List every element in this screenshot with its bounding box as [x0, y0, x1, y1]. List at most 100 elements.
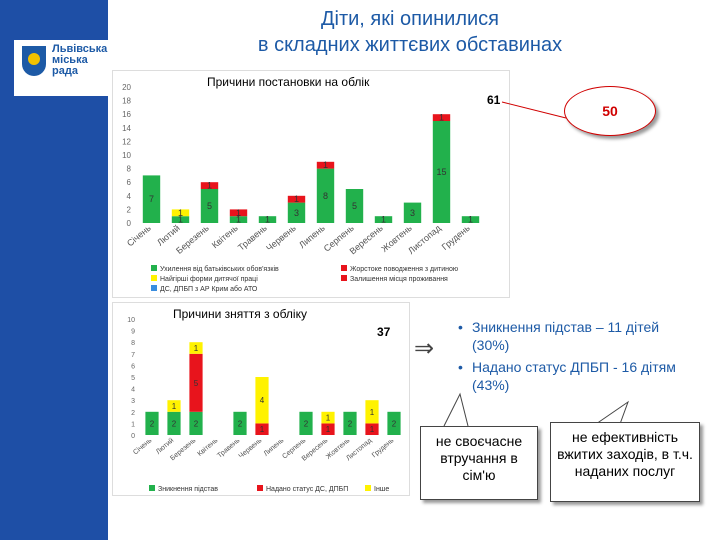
bar-segment [145, 411, 159, 435]
x-tick-label: Березень [174, 223, 211, 256]
page-title: Діти, які опинилися в складних життєвих … [257, 8, 563, 56]
x-tick-label: Лютий [154, 436, 175, 456]
y-tick-label: 0 [131, 433, 135, 440]
y-tick-label: 10 [122, 151, 131, 160]
implies-arrow-icon: ⇒ [414, 335, 435, 362]
legend-swatch [341, 265, 347, 271]
data-label: 2 [150, 419, 155, 428]
y-tick-label: 6 [131, 363, 135, 370]
bullet-item: Зникнення підстав – 11 дітей (30%) [458, 318, 694, 354]
data-label: 5 [352, 201, 357, 211]
bar-segment [387, 411, 401, 435]
data-label: 2 [392, 419, 397, 428]
data-label: 1 [260, 425, 265, 434]
oval-pointer [501, 101, 567, 119]
data-label: 1 [178, 208, 183, 218]
bar-segment [365, 400, 379, 424]
y-tick-label: 4 [131, 387, 135, 394]
bar-segment [142, 175, 161, 223]
bar-segment [200, 189, 219, 223]
data-label: 5 [207, 201, 212, 211]
bar-segment [316, 168, 335, 223]
legend-swatch [151, 275, 157, 281]
x-tick-label: Червень [264, 223, 298, 254]
total-label: 37 [377, 325, 391, 339]
chart-title: Причини постановки на облік [207, 75, 370, 89]
legend-label: Жорстоке поводження з дитиною [350, 266, 458, 273]
bar-segment [255, 423, 269, 435]
bar-segment [299, 411, 313, 435]
y-tick-label: 14 [122, 124, 131, 133]
data-label: 1 [468, 215, 473, 225]
legend-swatch [365, 485, 371, 491]
bar-segment [287, 202, 306, 223]
bar-segment [403, 202, 422, 223]
legend-label: Інше [374, 486, 389, 493]
y-tick-label: 4 [127, 192, 132, 201]
total-label: 61 [487, 93, 501, 107]
callout-late-intervention: не своєчасне втручання в сім'ю [420, 426, 538, 500]
data-label: 1 [326, 414, 331, 423]
bar-segment [200, 182, 219, 189]
bar-segment [432, 114, 451, 121]
legend-label: Зникнення підстав [158, 485, 218, 493]
y-tick-label: 3 [131, 398, 135, 405]
data-label: 2 [238, 419, 243, 428]
legend-label: Ухилення від батьківських обов'язків [160, 265, 279, 273]
logo-text: Львівська міська рада [52, 43, 108, 77]
callout-ineffective-measures: не ефективність вжитих заходів, в т.ч. н… [550, 422, 700, 502]
data-label: 7 [149, 194, 154, 204]
y-tick-label: 9 [131, 329, 135, 336]
logo: Львівська міська рада [14, 40, 110, 96]
y-tick-label: 0 [127, 219, 132, 228]
bar-segment [316, 161, 335, 169]
legend-swatch [341, 275, 347, 281]
bullet-list: Зникнення підстав – 11 дітей (30%) Надан… [458, 318, 694, 398]
bar-segment [461, 216, 480, 223]
data-label: 15 [436, 167, 446, 177]
bar-segment [345, 189, 364, 223]
registration-chart: Причини постановки на облік 61 0 2 4 6 8 10 12… [112, 70, 510, 298]
bar-segment [287, 195, 306, 203]
data-label: 1 [370, 425, 375, 434]
y-tick-label: 8 [127, 165, 132, 174]
legend-swatch [257, 485, 263, 491]
data-label: 1 [326, 425, 331, 434]
bar-segment [189, 342, 203, 354]
x-tick-label: Травень [236, 223, 269, 253]
bar-segment [229, 209, 248, 217]
deregistration-chart: Причини зняття з обліку 37 0 1 2 3 4 5 6 7 8 9 10 2… [112, 302, 410, 496]
x-tick-label: Листопад [406, 222, 443, 256]
legend-swatch [151, 285, 157, 291]
data-label: 8 [323, 191, 328, 201]
data-label: 1 [207, 181, 212, 191]
bar-segment [321, 411, 335, 424]
x-tick-label: Грудень [440, 223, 472, 252]
x-tick-label: Грудень [371, 437, 396, 459]
data-label: 4 [260, 396, 265, 405]
y-tick-label: 12 [122, 137, 131, 146]
chart-title: Причини зняття з обліку [173, 307, 307, 321]
y-tick-label: 2 [131, 410, 135, 417]
y-tick-label: 1 [131, 421, 135, 428]
bar-segment [167, 400, 181, 412]
bar-segment [432, 121, 451, 223]
bar-segment [233, 411, 247, 435]
bar-segment [167, 411, 181, 435]
data-label: 1 [439, 113, 444, 123]
data-label: 1 [265, 215, 270, 225]
x-tick-label: Квітень [210, 223, 240, 251]
bar-segment [171, 209, 190, 217]
legend-label: Залишення місця проживання [350, 275, 448, 283]
coat-of-arms-icon [22, 46, 46, 76]
data-label: 2 [304, 419, 309, 428]
bar-segment [258, 216, 277, 223]
data-label: 3 [294, 208, 299, 218]
legend-label: Найгірші форми дитячої праці [160, 275, 258, 283]
data-label: 1 [236, 215, 241, 225]
data-label: 1 [370, 408, 375, 417]
bar-segment [189, 411, 203, 435]
data-label: 2 [172, 419, 177, 428]
data-label: 1 [294, 194, 299, 204]
